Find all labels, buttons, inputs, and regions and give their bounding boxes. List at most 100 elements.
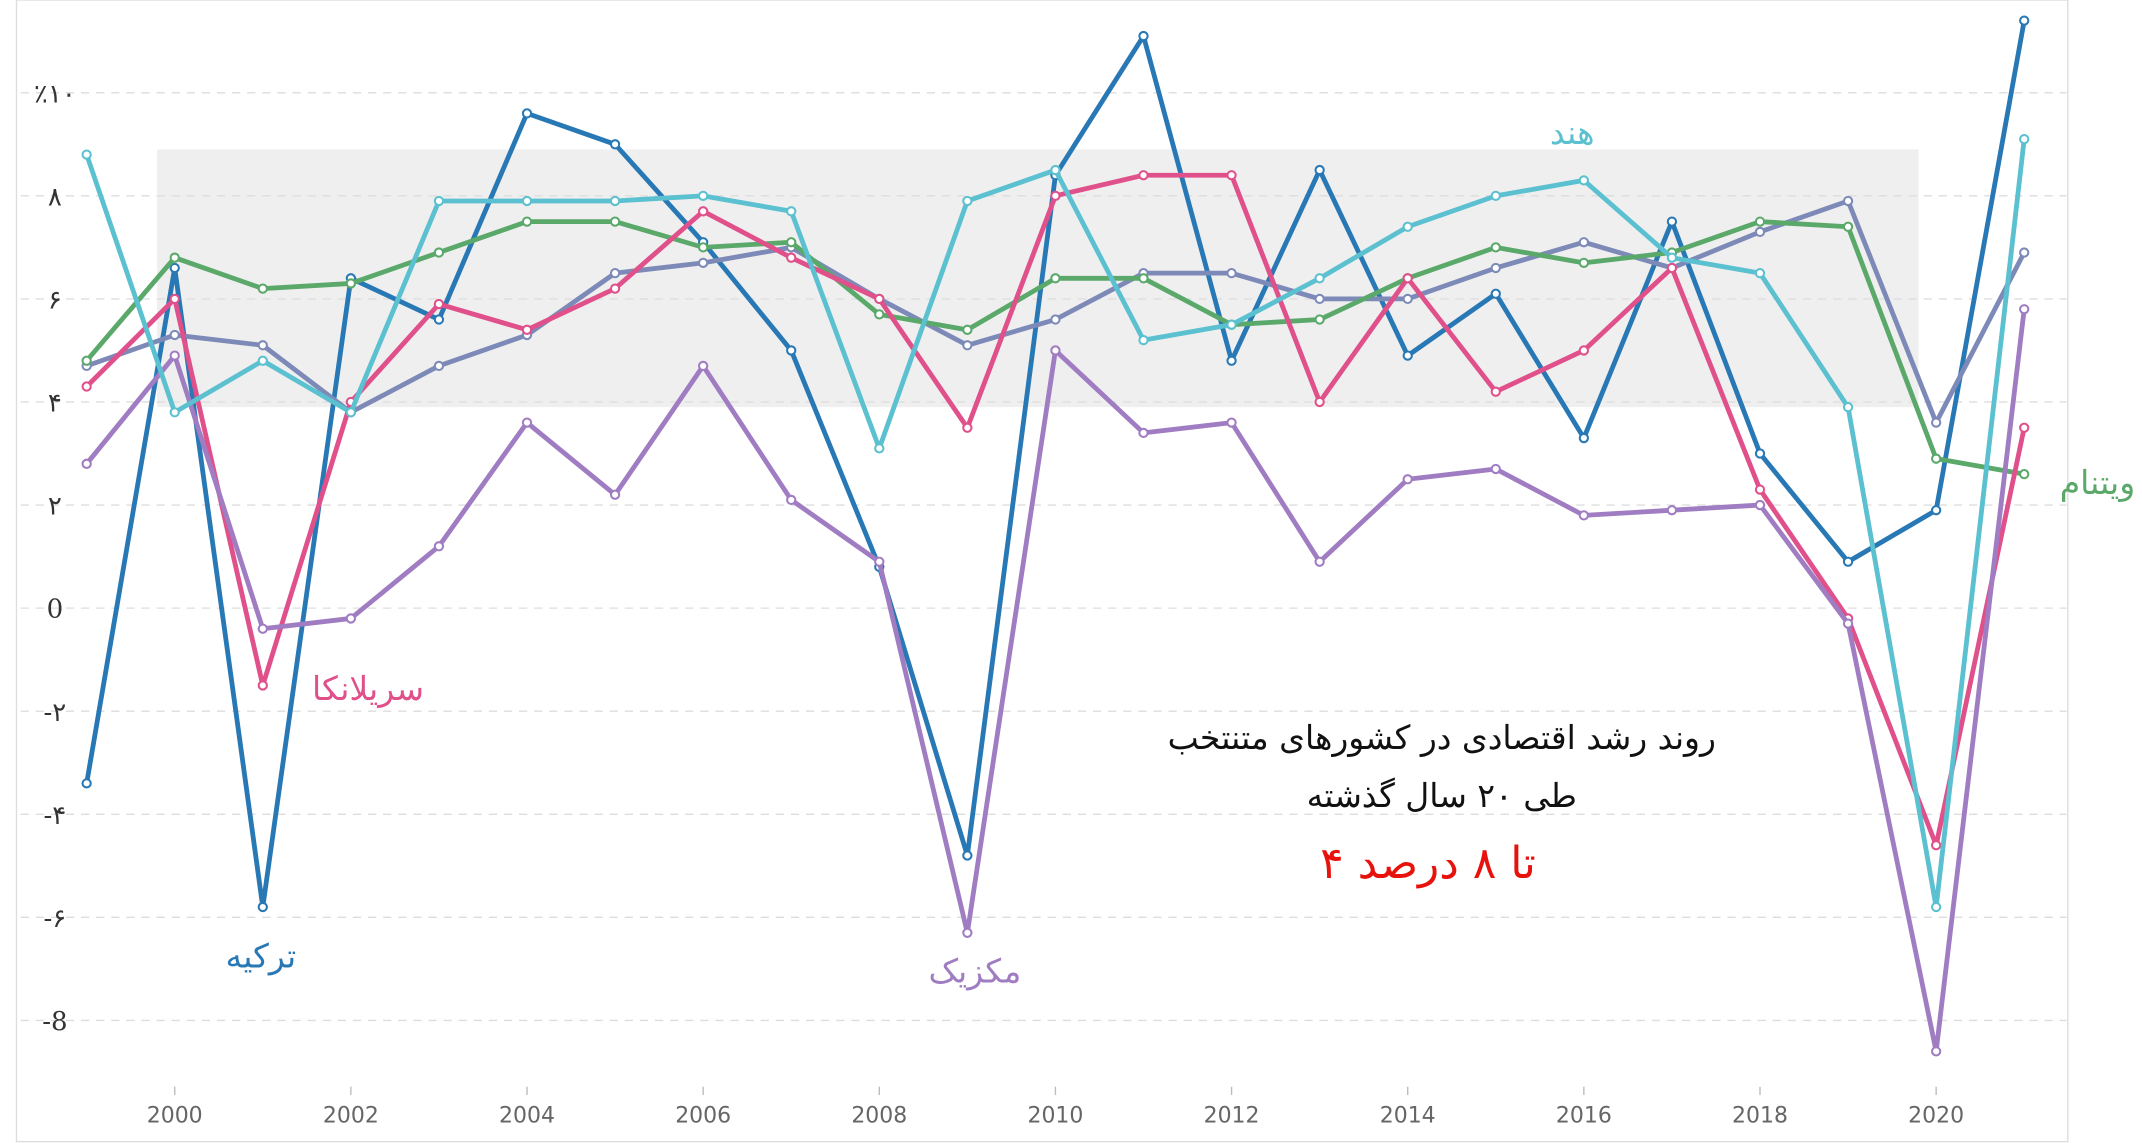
data-point — [81, 149, 92, 160]
data-point — [1842, 195, 1854, 207]
annotation: ۴ تا ۸ درصد — [1320, 838, 1536, 889]
data-point — [169, 252, 180, 263]
data-point — [609, 195, 621, 207]
data-point — [2019, 134, 2030, 145]
data-point — [2019, 15, 2030, 26]
series-label: سریلانکا — [312, 669, 424, 709]
data-point — [169, 293, 180, 305]
data-point — [433, 195, 445, 207]
data-point — [169, 262, 180, 274]
y-tick-label: -۶ — [44, 904, 67, 934]
data-point — [521, 417, 533, 428]
data-point — [1666, 505, 1678, 516]
chart-subtitle: طی ۲۰ سال گذشته — [1307, 776, 1577, 815]
data-point — [521, 108, 533, 119]
data-point — [874, 556, 885, 567]
data-point — [1578, 175, 1590, 186]
x-tick-label: 2012 — [1204, 1103, 1260, 1128]
data-point — [257, 283, 268, 294]
data-point — [1754, 216, 1766, 227]
data-point — [1930, 505, 1942, 516]
y-tick-label: ۴ — [48, 389, 62, 419]
data-point — [345, 278, 357, 289]
data-point — [1402, 221, 1413, 232]
data-point — [1226, 170, 1237, 181]
x-tick-label: 2000 — [147, 1103, 203, 1128]
chart-title: روند رشد اقتصادی در کشورهای متنتخب — [1168, 718, 1716, 758]
data-point — [1842, 221, 1854, 232]
data-point — [1138, 170, 1149, 181]
data-point — [1578, 237, 1590, 248]
data-point — [1490, 190, 1501, 201]
data-point — [609, 216, 621, 227]
data-point — [1314, 396, 1325, 408]
y-tick-label: -8 — [42, 1007, 67, 1037]
data-point — [1490, 288, 1501, 299]
data-point — [433, 247, 445, 258]
data-point — [1490, 463, 1501, 475]
data-point — [962, 324, 973, 335]
x-tick-label: 2018 — [1732, 1103, 1788, 1128]
data-point — [169, 407, 180, 418]
data-point — [1402, 293, 1413, 305]
data-point — [1754, 267, 1766, 279]
data-point — [1402, 350, 1413, 361]
data-point — [1754, 499, 1766, 511]
data-point — [786, 237, 797, 248]
data-point — [1490, 386, 1501, 397]
data-point — [1402, 273, 1413, 284]
y-tick-label: -۴ — [44, 801, 67, 831]
data-point — [1050, 273, 1061, 284]
data-point — [1226, 355, 1237, 366]
data-point — [1138, 30, 1149, 42]
data-point — [1842, 556, 1854, 567]
data-point — [345, 613, 357, 624]
data-point — [257, 623, 268, 634]
data-point — [962, 927, 973, 938]
data-point — [81, 381, 92, 392]
x-tick-label: 2002 — [323, 1103, 379, 1128]
data-point — [697, 242, 709, 253]
data-point — [81, 458, 92, 469]
data-point — [2019, 247, 2030, 258]
data-point — [1578, 510, 1590, 521]
data-point — [257, 340, 268, 351]
plot: ٪۱۰ ۸ ۶ ۴ ۲ 0 -۲ -۴ -۶ -8 2000 2002 2004 2006 2008 2010… — [20, 15, 2067, 1128]
y-tick-label: -۲ — [44, 698, 67, 728]
data-point — [1578, 432, 1590, 444]
data-point — [609, 139, 621, 150]
data-point — [433, 360, 445, 372]
data-point — [1050, 314, 1061, 325]
data-point — [1754, 484, 1766, 495]
y-tick-label: ۲ — [48, 492, 62, 522]
data-point — [1314, 314, 1325, 325]
data-point — [1578, 345, 1590, 356]
data-point — [1314, 164, 1325, 176]
data-point — [521, 216, 533, 227]
x-tick-label: 2014 — [1380, 1103, 1436, 1128]
plot-frame — [15, 0, 2069, 1143]
data-point — [1666, 252, 1678, 263]
data-point — [962, 195, 973, 207]
data-point — [1930, 901, 1942, 913]
data-point — [1050, 345, 1061, 356]
data-point — [1050, 190, 1061, 201]
data-point — [1314, 556, 1325, 567]
x-tick-label: 2016 — [1556, 1103, 1612, 1128]
series-label: ویتنام — [2060, 463, 2135, 503]
data-point — [521, 324, 533, 335]
data-point — [1754, 448, 1766, 459]
data-point — [1930, 840, 1942, 851]
data-point — [874, 309, 885, 320]
data-point — [1842, 618, 1854, 629]
data-point — [962, 422, 973, 433]
data-point — [257, 901, 268, 913]
data-point — [1314, 293, 1325, 305]
data-point — [786, 494, 797, 506]
data-point — [169, 350, 180, 361]
data-point — [1930, 417, 1942, 428]
data-point — [1226, 417, 1237, 428]
y-tick-label: 0 — [47, 595, 64, 625]
y-tick-label: ۶ — [48, 286, 62, 316]
